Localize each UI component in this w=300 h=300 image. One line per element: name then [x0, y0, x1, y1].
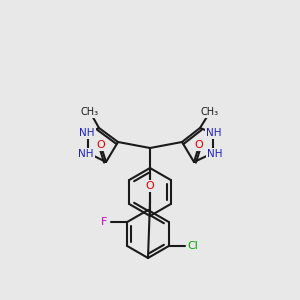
Text: NH: NH [207, 149, 223, 159]
Text: O: O [146, 181, 154, 191]
Text: CH₃: CH₃ [201, 107, 219, 117]
Text: NH: NH [79, 128, 95, 138]
Text: CH₃: CH₃ [81, 107, 99, 117]
Text: O: O [195, 140, 203, 150]
Text: NH: NH [78, 149, 94, 159]
Text: NH: NH [206, 128, 222, 138]
Text: O: O [97, 140, 105, 150]
Text: Cl: Cl [187, 241, 198, 251]
Text: F: F [101, 217, 107, 227]
